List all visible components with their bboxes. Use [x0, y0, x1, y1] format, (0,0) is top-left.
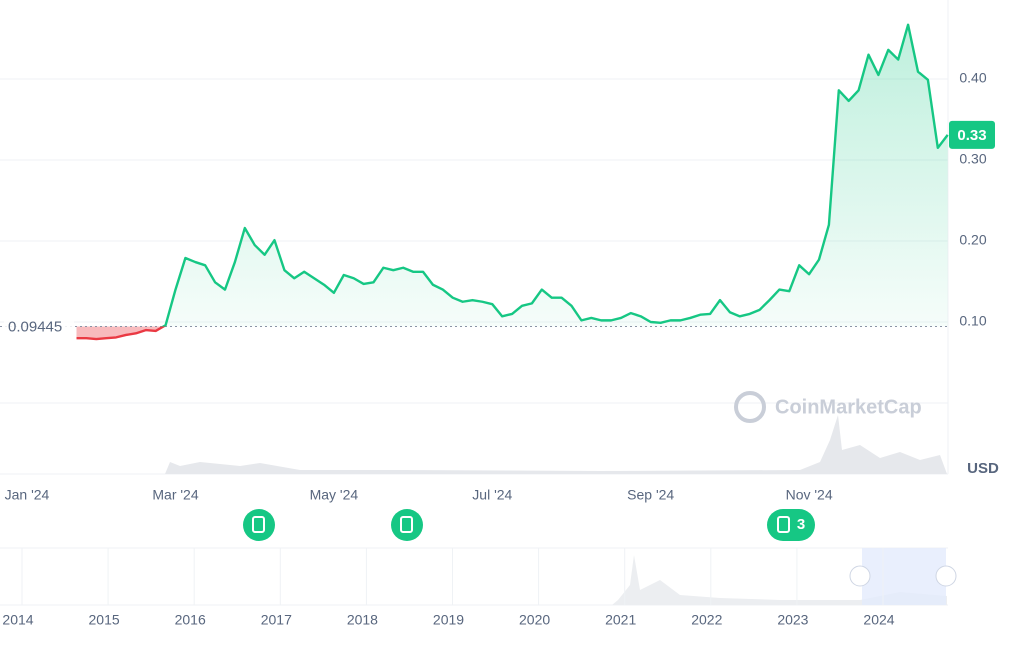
- current-price-label: 0.33: [957, 127, 986, 144]
- watermark-text: CoinMarketCap: [775, 396, 922, 418]
- events: 3: [243, 509, 815, 541]
- navigator-handle[interactable]: [935, 565, 957, 587]
- navigator-year: 2015: [89, 612, 120, 628]
- grid: [0, 78, 948, 404]
- price-area: [76, 24, 948, 340]
- event-count: 3: [797, 516, 805, 533]
- x-tick-label: Nov '24: [786, 487, 833, 503]
- navigator-year: 2018: [347, 612, 378, 628]
- navigator-selection[interactable]: [862, 548, 946, 605]
- event-marker[interactable]: [391, 509, 423, 541]
- y-tick-label: 0.30: [959, 151, 986, 167]
- navigator-year: 2016: [175, 612, 206, 628]
- navigator-year: 2019: [433, 612, 464, 628]
- baseline-tag-bg: [4, 316, 74, 337]
- event-marker[interactable]: [243, 509, 275, 541]
- y-tick-label: 0.10: [959, 313, 986, 329]
- event-marker[interactable]: [767, 509, 815, 541]
- navigator-year: 2017: [261, 612, 292, 628]
- navigator: 2014 2015 2016 2017 2018 2019 2020 2021 2022 2023…: [0, 547, 957, 628]
- y-tick-label: 0.20: [959, 232, 986, 248]
- x-tick-label: May '24: [310, 487, 359, 503]
- navigator-year: 2024: [863, 612, 894, 628]
- navigator-year: 2023: [777, 612, 808, 628]
- volume-bars: [165, 415, 947, 474]
- navigator-handle[interactable]: [849, 565, 871, 587]
- plot-area: [0, 23, 949, 341]
- price-line: [76, 23, 949, 341]
- currency-label: USD: [967, 460, 999, 477]
- x-tick-label: Jan '24: [5, 487, 50, 503]
- x-tick-label: Sep '24: [627, 487, 674, 503]
- x-tick-label: Mar '24: [152, 487, 198, 503]
- watermark: CoinMarketCap: [734, 391, 922, 423]
- y-tick-label: 0.40: [959, 70, 986, 86]
- x-tick-label: Jul '24: [472, 487, 512, 503]
- baseline-label: 0.09445: [8, 318, 62, 335]
- navigator-year: 2022: [691, 612, 722, 628]
- navigator-year: 2020: [519, 612, 550, 628]
- navigator-year: 2014: [2, 612, 33, 628]
- current-price-tag: [949, 120, 995, 149]
- navigator-year: 2021: [605, 612, 636, 628]
